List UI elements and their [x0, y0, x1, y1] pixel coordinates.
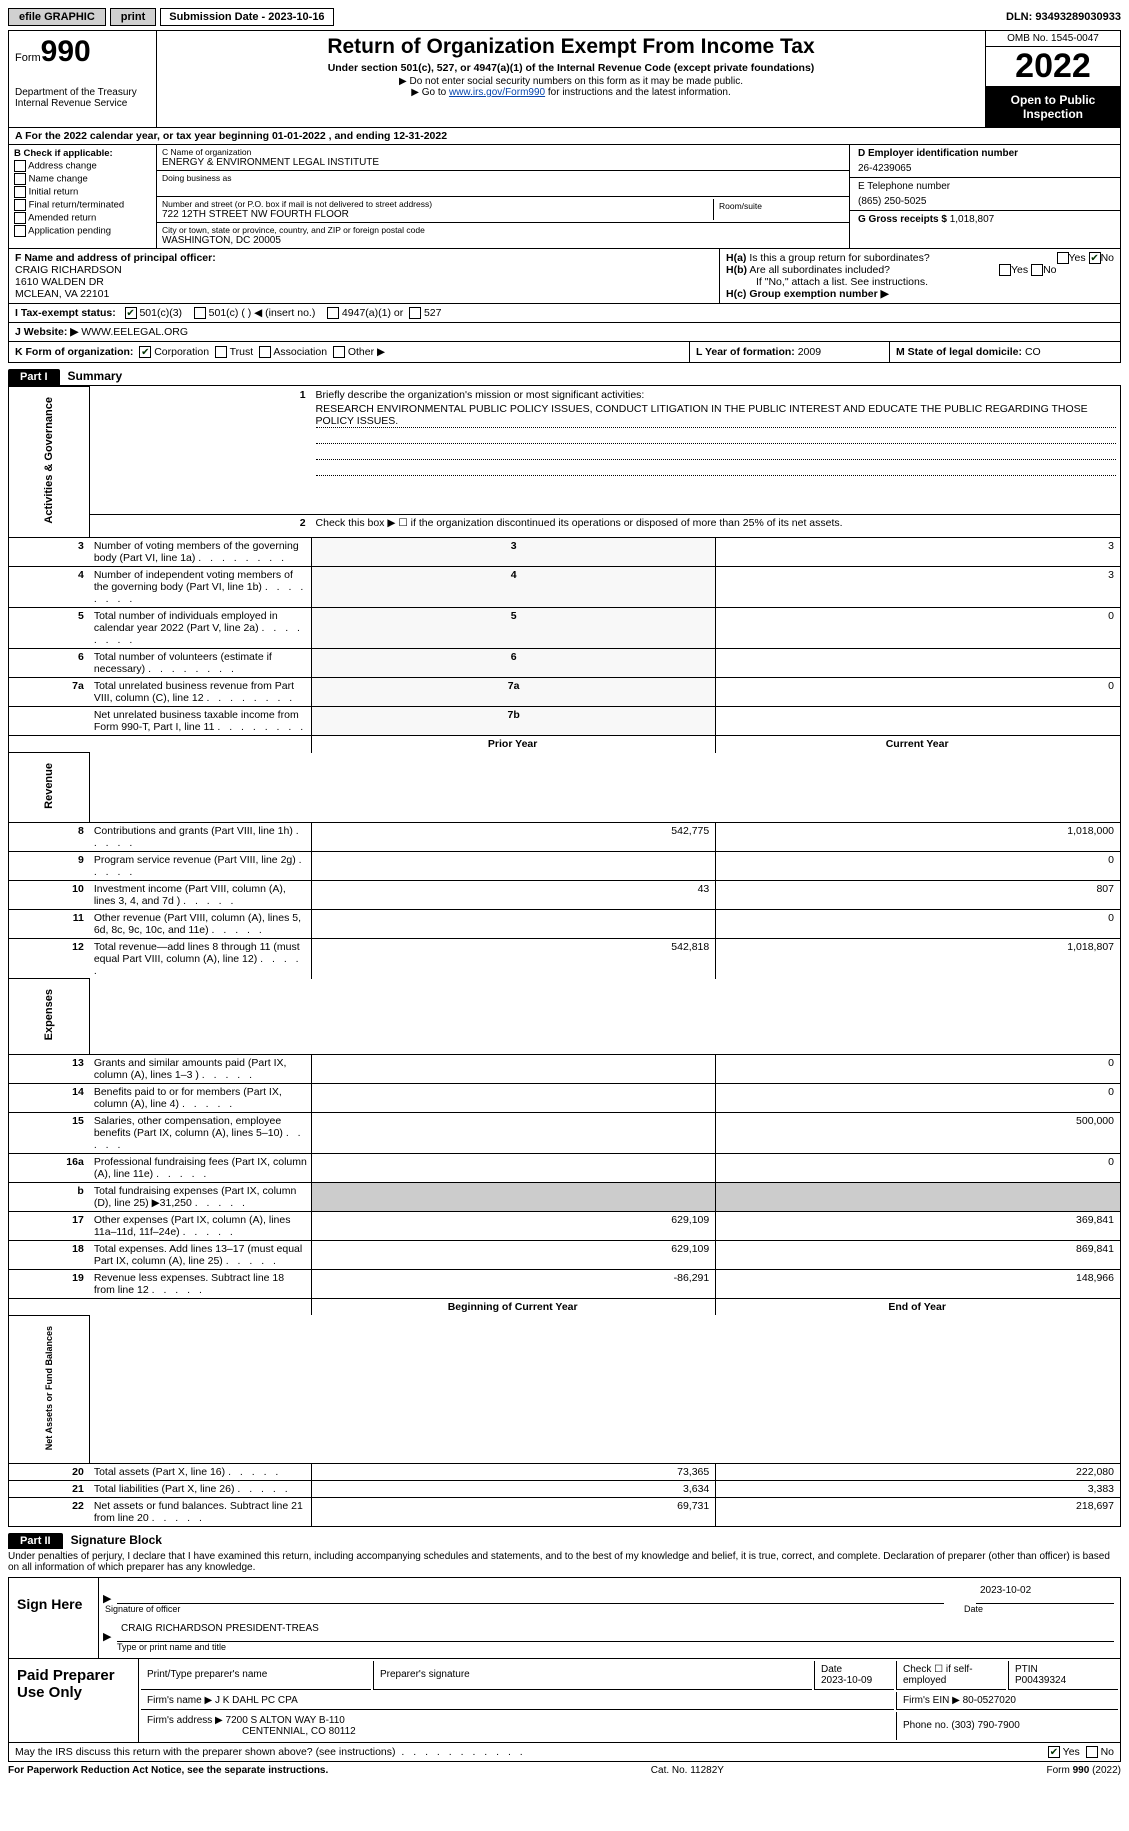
table-cell: 0	[716, 608, 1120, 649]
firm-name: J K DAHL PC CPA	[215, 1695, 298, 1706]
table-cell	[312, 1083, 716, 1112]
form-header: Form990 Department of the Treasury Inter…	[8, 30, 1121, 128]
table-cell: 807	[716, 880, 1120, 909]
table-cell: 43	[312, 880, 716, 909]
table-cell: 369,841	[716, 1211, 1120, 1240]
checkbox-option: Address change	[14, 160, 151, 172]
table-cell: 1,018,000	[716, 822, 1120, 851]
table-cell: 0	[716, 1054, 1120, 1083]
table-cell	[716, 707, 1120, 736]
officer-name-title: CRAIG RICHARDSON PRESIDENT-TREAS	[121, 1623, 319, 1634]
table-cell	[312, 909, 716, 938]
officer-name: CRAIG RICHARDSON	[15, 264, 713, 276]
checkbox-option: Name change	[14, 173, 151, 185]
table-cell: 3,383	[716, 1480, 1120, 1497]
open-to-public: Open to Public Inspection	[986, 87, 1120, 127]
table-cell: 0	[716, 1153, 1120, 1182]
table-cell: 3,634	[312, 1480, 716, 1497]
mission-text: RESEARCH ENVIRONMENTAL PUBLIC POLICY ISS…	[316, 403, 1116, 428]
side-netassets: Net Assets or Fund Balances	[44, 1318, 54, 1458]
ein: 26-4239065	[858, 163, 1112, 174]
checkbox-option: Amended return	[14, 212, 151, 224]
sig-date: 2023-10-02	[980, 1585, 1031, 1596]
part2-header: Part II	[8, 1533, 63, 1549]
cat-no: Cat. No. 11282Y	[651, 1765, 724, 1776]
paperwork-notice: For Paperwork Reduction Act Notice, see …	[8, 1765, 328, 1776]
org-address: 722 12TH STREET NW FOURTH FLOOR	[162, 209, 713, 220]
checkbox-option: Initial return	[14, 186, 151, 198]
side-revenue: Revenue	[43, 755, 55, 817]
org-name: ENERGY & ENVIRONMENT LEGAL INSTITUTE	[162, 157, 844, 168]
table-cell: 542,818	[312, 938, 716, 979]
dln: DLN: 93493289030933	[1006, 11, 1121, 23]
table-cell: 73,365	[312, 1463, 716, 1480]
side-expenses: Expenses	[43, 981, 55, 1048]
part1-header: Part I	[8, 369, 60, 385]
state-domicile: CO	[1025, 346, 1041, 358]
efile-button[interactable]: efile GRAPHIC	[8, 8, 106, 26]
print-button[interactable]: print	[110, 8, 156, 26]
checkbox-option: Final return/terminated	[14, 199, 151, 211]
submission-date: Submission Date - 2023-10-16	[160, 8, 333, 26]
org-city: WASHINGTON, DC 20005	[162, 235, 844, 246]
sign-here-label: Sign Here	[9, 1578, 99, 1658]
tax-year: 2022	[986, 47, 1120, 87]
website-row: J Website: ▶ WWW.EELEGAL.ORG	[8, 323, 1121, 342]
table-cell: 542,775	[312, 822, 716, 851]
form-title: Return of Organization Exempt From Incom…	[165, 35, 977, 59]
tax-exempt-status: I Tax-exempt status: 501(c)(3) 501(c) ( …	[8, 304, 1121, 323]
tax-year-row: A For the 2022 calendar year, or tax yea…	[8, 128, 1121, 145]
table-cell: 218,697	[716, 1497, 1120, 1526]
table-cell: 500,000	[716, 1112, 1120, 1153]
table-cell	[716, 649, 1120, 678]
firm-phone: (303) 790-7900	[951, 1720, 1019, 1731]
checkbox-option: Application pending	[14, 225, 151, 237]
table-cell: 69,731	[312, 1497, 716, 1526]
table-cell: 0	[716, 851, 1120, 880]
table-cell: 629,109	[312, 1240, 716, 1269]
table-cell: 0	[716, 909, 1120, 938]
ptin: P00439324	[1015, 1675, 1066, 1686]
paid-preparer-label: Paid Preparer Use Only	[9, 1659, 139, 1742]
table-cell: 869,841	[716, 1240, 1120, 1269]
table-cell: 3	[716, 538, 1120, 567]
table-cell: 0	[716, 1083, 1120, 1112]
table-cell	[312, 1054, 716, 1083]
perjury-statement: Under penalties of perjury, I declare th…	[8, 1549, 1121, 1575]
omb-number: OMB No. 1545-0047	[986, 31, 1120, 47]
form-footer: Form 990 (2022)	[1047, 1765, 1121, 1776]
prep-date: 2023-10-09	[821, 1675, 872, 1686]
irs-link[interactable]: www.irs.gov/Form990	[449, 87, 545, 98]
form-of-org: K Form of organization: Corporation Trus…	[9, 342, 690, 362]
irs-discuss-row: May the IRS discuss this return with the…	[8, 1743, 1121, 1762]
firm-address: 7200 S ALTON WAY B-110	[226, 1715, 345, 1726]
telephone: (865) 250-5025	[858, 196, 1112, 207]
table-cell: 3	[716, 567, 1120, 608]
table-cell	[312, 851, 716, 880]
table-cell: 0	[716, 678, 1120, 707]
year-formation: 2009	[798, 346, 821, 358]
gross-receipts: 1,018,807	[950, 214, 995, 225]
table-cell: 629,109	[312, 1211, 716, 1240]
section-b-checkboxes: B Check if applicable: Address change Na…	[9, 145, 157, 248]
table-cell: 222,080	[716, 1463, 1120, 1480]
table-cell	[312, 1153, 716, 1182]
table-cell: -86,291	[312, 1269, 716, 1298]
table-cell	[312, 1112, 716, 1153]
firm-ein: 80-0527020	[963, 1695, 1016, 1706]
side-activities: Activities & Governance	[43, 389, 55, 532]
table-cell: 148,966	[716, 1269, 1120, 1298]
table-cell: 1,018,807	[716, 938, 1120, 979]
